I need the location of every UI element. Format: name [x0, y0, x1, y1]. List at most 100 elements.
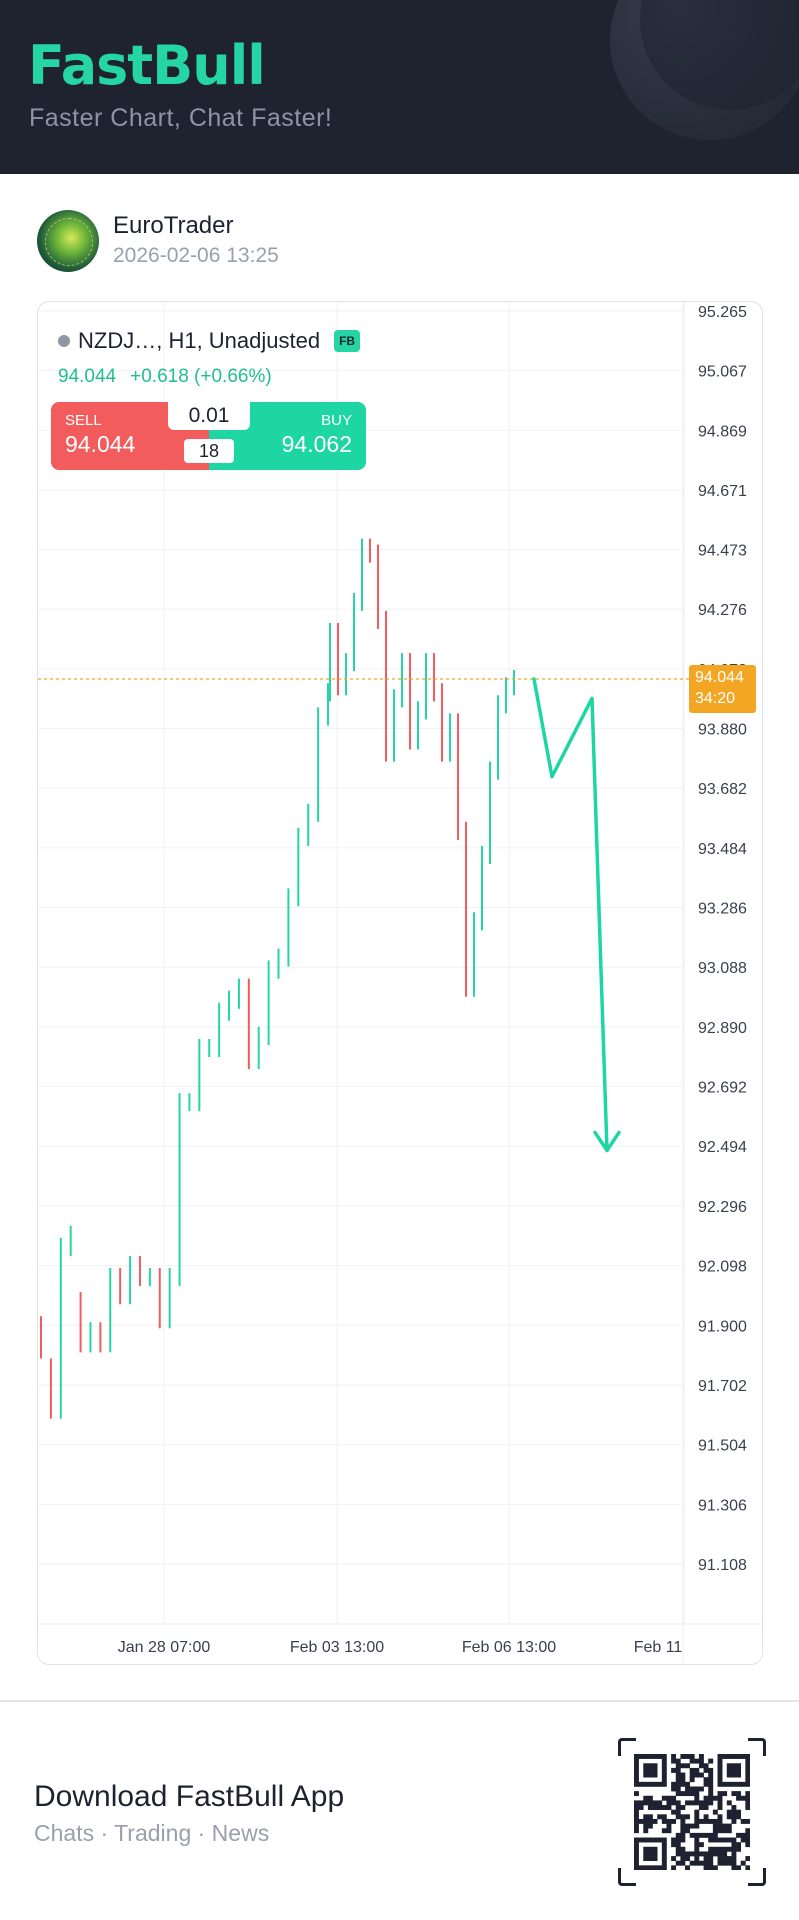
qr-module — [689, 1791, 695, 1797]
qr-module — [657, 1837, 663, 1843]
forecast-arrow — [532, 677, 609, 1153]
current-price-tag: 94.044 34:20 — [689, 665, 756, 713]
qr-module — [671, 1767, 677, 1773]
author-block[interactable]: EuroTrader 2026-02-06 13:25 — [37, 210, 537, 272]
y-tick-label: 93.484 — [698, 841, 747, 858]
y-tick-label: 93.682 — [698, 781, 747, 798]
y-tick-label: 91.504 — [698, 1438, 747, 1455]
qr-module — [694, 1814, 700, 1820]
qr-module — [647, 1846, 653, 1852]
download-title[interactable]: Download FastBull App — [34, 1780, 345, 1813]
qr-module — [638, 1805, 644, 1810]
x-tick-label: Feb 03 13:00 — [290, 1639, 384, 1656]
qr-module — [722, 1837, 728, 1843]
qr-module — [722, 1754, 728, 1759]
qr-module — [680, 1791, 686, 1797]
qr-module — [726, 1809, 732, 1815]
qr-module — [717, 1828, 723, 1834]
lot-size-input[interactable]: 0.01 — [168, 402, 250, 430]
qr-module — [698, 1851, 704, 1857]
qr-module — [694, 1851, 700, 1857]
qr-module — [671, 1809, 677, 1815]
quote-row: 94.044 +0.618 (+0.66%) — [58, 366, 272, 388]
symbol-name[interactable]: NZDJ… — [78, 328, 157, 353]
qr-module — [717, 1781, 723, 1787]
qr-module — [736, 1795, 742, 1801]
qr-module — [634, 1837, 639, 1843]
qr-module — [647, 1837, 653, 1843]
qr-module — [643, 1800, 649, 1806]
symbol-info: , H1, Unadjusted — [156, 328, 321, 353]
qr-module — [634, 1754, 639, 1759]
qr-module — [680, 1846, 686, 1852]
qr-module — [726, 1846, 732, 1852]
qr-module — [661, 1781, 667, 1787]
x-tick-label: Feb 06 13:00 — [462, 1639, 556, 1656]
qr-module — [685, 1865, 690, 1870]
qr-module — [661, 1795, 667, 1801]
qr-module — [685, 1781, 690, 1787]
buy-button[interactable]: BUY 94.062 — [209, 402, 366, 470]
qr-module — [694, 1767, 700, 1773]
qr-module — [657, 1805, 663, 1810]
qr-module — [661, 1758, 667, 1764]
post-timestamp: 2026-02-06 13:25 — [113, 244, 279, 267]
qr-module — [736, 1754, 742, 1759]
chart-card[interactable]: 95.265 95.067 94.869 94.671 94.473 94.276 94.0… — [37, 301, 763, 1665]
qr-module — [694, 1818, 700, 1824]
qr-module — [745, 1818, 750, 1824]
qr-module — [712, 1823, 718, 1829]
qr-module — [689, 1754, 695, 1759]
author-name[interactable]: EuroTrader — [113, 212, 234, 239]
sell-button[interactable]: SELL 94.044 — [51, 402, 209, 470]
qr-module — [685, 1851, 690, 1857]
qr-module — [689, 1823, 695, 1829]
qr-module — [671, 1795, 677, 1801]
qr-module — [745, 1832, 750, 1838]
qr-module — [722, 1828, 728, 1834]
brand-logo: FastBull — [28, 34, 266, 97]
qr-module — [647, 1772, 653, 1778]
price-chart[interactable]: 95.265 95.067 94.869 94.671 94.473 94.276 94.0… — [38, 302, 763, 1665]
qr-module — [736, 1809, 742, 1815]
qr-module — [652, 1837, 658, 1843]
qr-module — [680, 1781, 686, 1787]
qr-module — [745, 1795, 750, 1801]
qr-module — [703, 1763, 709, 1769]
qr-module — [703, 1865, 709, 1870]
qr-module — [736, 1832, 742, 1838]
qr-module — [652, 1805, 658, 1810]
qr-module — [740, 1781, 746, 1787]
qr-module — [671, 1781, 677, 1787]
qr-module — [661, 1842, 667, 1848]
qr-module — [712, 1865, 718, 1870]
qr-module — [745, 1781, 750, 1787]
qr-module — [652, 1754, 658, 1759]
footer-divider — [0, 1700, 799, 1702]
qr-module — [731, 1791, 737, 1797]
qr-module — [680, 1763, 686, 1769]
qr-module — [708, 1795, 714, 1801]
qr-module — [675, 1786, 681, 1792]
qr-module — [685, 1814, 690, 1820]
qr-module — [717, 1846, 723, 1852]
qr-module — [643, 1856, 649, 1862]
y-tick-label: 95.067 — [698, 364, 747, 381]
symbol-row[interactable]: NZDJ… , H1, Unadjusted FB — [58, 326, 361, 356]
qr-module — [736, 1846, 742, 1852]
qr-module — [675, 1767, 681, 1773]
qr-module — [671, 1758, 677, 1764]
qr-module — [652, 1865, 658, 1870]
qr-module — [661, 1772, 667, 1778]
qr-module — [680, 1777, 686, 1783]
qr-module — [698, 1772, 704, 1778]
qr-code-icon[interactable] — [618, 1738, 766, 1886]
qr-module — [652, 1851, 658, 1857]
qr-module — [634, 1814, 639, 1820]
qr-module — [745, 1754, 750, 1759]
globe-avatar-icon[interactable] — [37, 210, 99, 272]
qr-module — [731, 1781, 737, 1787]
y-tick-label: 92.890 — [698, 1020, 747, 1037]
qr-module — [657, 1754, 663, 1759]
qr-module — [680, 1772, 686, 1778]
